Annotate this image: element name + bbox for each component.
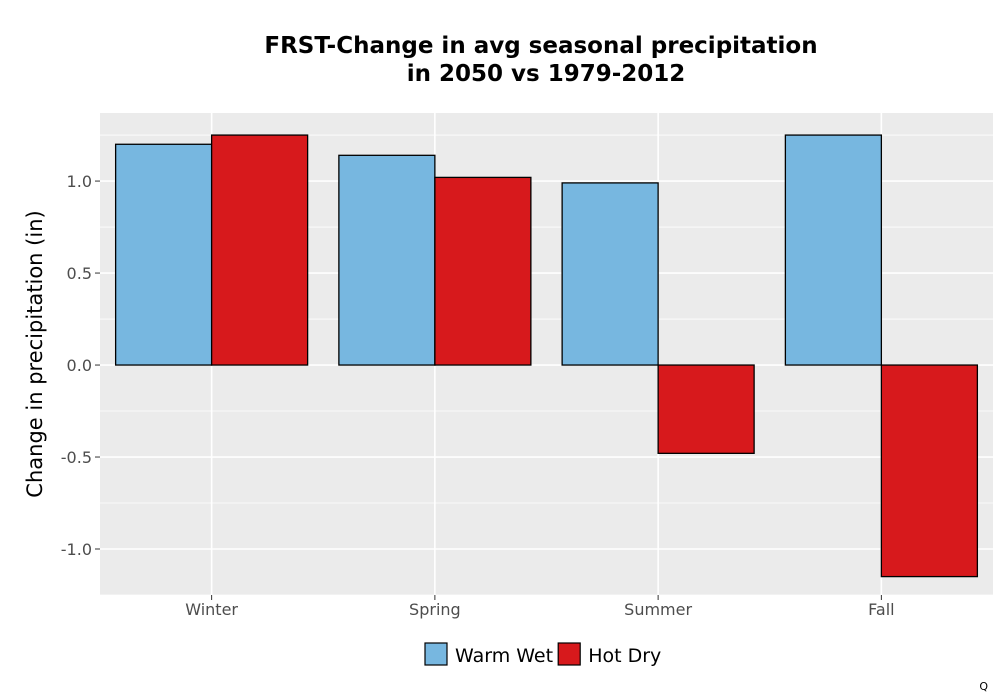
bar-warm-wet-summer <box>561 182 659 366</box>
legend-key-warm-wet <box>424 642 448 666</box>
y-tick-labels: -1.0 -0.5 0.0 0.5 1.0 <box>61 172 92 559</box>
y-tick-label: 1.0 <box>67 172 92 191</box>
y-tick-label: -1.0 <box>61 540 92 559</box>
x-tick-label: Summer <box>624 600 692 619</box>
chart-title-line-1: FRST-Change in avg seasonal precipitatio… <box>264 33 817 59</box>
bar-hot-dry-winter <box>210 134 309 366</box>
bars-layer <box>114 134 979 578</box>
x-tick-label: Fall <box>868 600 894 619</box>
corner-mark: Q <box>979 680 988 693</box>
bar-warm-wet-winter <box>114 143 213 366</box>
y-tick-label: 0.0 <box>67 356 92 375</box>
x-tick-label: Spring <box>409 600 461 619</box>
bar-hot-dry-summer <box>657 364 755 454</box>
legend-label-warm-wet: Warm Wet <box>455 645 553 667</box>
bar-warm-wet-spring <box>338 154 436 366</box>
bar-hot-dry-fall <box>880 364 979 578</box>
legend-label-hot-dry: Hot Dry <box>588 645 661 667</box>
x-tick-label: Winter <box>185 600 238 619</box>
x-tick-labels: Winter Spring Summer Fall <box>185 600 894 619</box>
legend: Warm Wet Hot Dry <box>424 642 661 667</box>
y-tick-label: -0.5 <box>61 448 92 467</box>
bar-hot-dry-spring <box>434 176 532 366</box>
y-tick-label: 0.5 <box>67 264 92 283</box>
chart-title-line-2: in 2050 vs 1979-2012 <box>407 61 686 87</box>
bar-warm-wet-fall <box>784 134 883 366</box>
y-axis-title: Change in precipitation (in) <box>23 210 47 497</box>
legend-key-hot-dry <box>557 642 581 666</box>
